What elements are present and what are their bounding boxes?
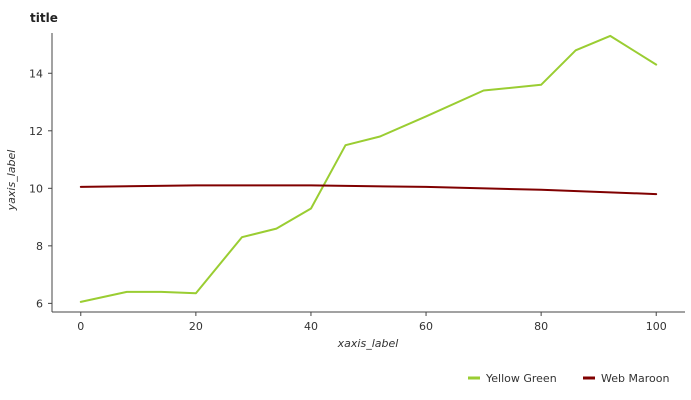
series-line-web-maroon [79,184,658,196]
y-tick-label: 6 [36,297,43,310]
legend-label: Yellow Green [485,372,557,385]
x-ticks: 0 20 40 60 80 100 [77,312,667,333]
y-ticks: 6 8 10 12 14 [29,67,52,310]
y-tick-label: 10 [29,182,43,195]
y-tick-label: 14 [29,67,43,80]
x-tick-label: 60 [419,320,433,333]
legend: Yellow Green Web Maroon [468,372,669,385]
chart-title: title [30,11,58,25]
x-axis-label: xaxis_label [337,337,399,350]
x-tick-label: 100 [646,320,667,333]
x-tick-label: 0 [77,320,84,333]
y-tick-label: 8 [36,240,43,253]
y-axis-label: yaxis_label [5,150,18,212]
x-tick-label: 20 [189,320,203,333]
y-tick-label: 12 [29,125,43,138]
x-tick-label: 80 [534,320,548,333]
legend-label: Web Maroon [601,372,669,385]
x-tick-label: 40 [304,320,318,333]
series-line-yellow-green [79,34,658,303]
series-layer [79,34,658,303]
